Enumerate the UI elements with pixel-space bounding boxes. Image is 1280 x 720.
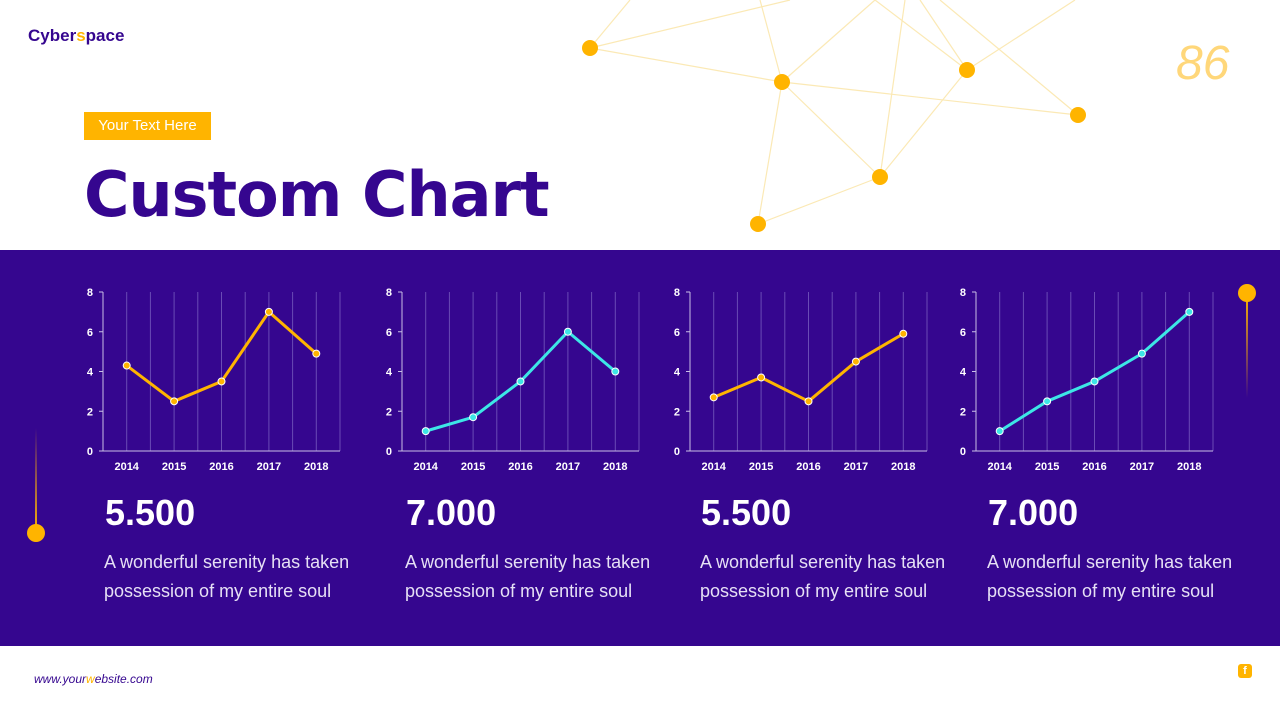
x-tick-label: 2015 (749, 461, 773, 473)
x-tick-label: 2018 (304, 461, 328, 473)
y-tick-label: 8 (960, 287, 966, 299)
x-tick-label: 2015 (1035, 461, 1059, 473)
y-tick-label: 2 (87, 406, 93, 418)
card-text: A wonderful serenity has taken possessio… (700, 552, 946, 601)
x-tick-label: 2015 (162, 461, 186, 473)
data-point (516, 377, 525, 386)
x-tick-label: 2016 (209, 461, 233, 473)
data-point (851, 357, 860, 366)
facebook-icon[interactable]: f (1238, 664, 1252, 678)
x-tick-label: 2016 (796, 461, 820, 473)
card-text: A wonderful serenity has taken possessio… (104, 552, 350, 601)
x-tick-label: 2014 (114, 461, 139, 473)
y-tick-label: 0 (386, 446, 392, 458)
y-tick-label: 6 (386, 327, 392, 339)
line-chart-1: 0 2 4 6 8 2014 2015 2016 2017 2018 (87, 287, 341, 473)
y-tick-label: 4 (87, 367, 94, 379)
x-tick-label: 2018 (891, 461, 915, 473)
data-point (170, 397, 179, 406)
y-tick-label: 0 (960, 446, 966, 458)
y-tick-label: 2 (674, 406, 680, 418)
y-tick-label: 0 (674, 446, 680, 458)
card-value: 5.500 (701, 492, 792, 533)
card-text: A wonderful serenity has taken possessio… (405, 552, 651, 601)
data-point (469, 413, 478, 422)
y-tick-label: 8 (386, 287, 392, 299)
y-tick-label: 8 (674, 287, 680, 299)
x-tick-label: 2017 (1130, 461, 1154, 473)
line-chart-4: 0 2 4 6 8 2014 2015 2016 2017 2018 (960, 287, 1214, 473)
x-tick-label: 2014 (987, 461, 1012, 473)
network-decoration (582, 0, 1086, 232)
x-tick-label: 2014 (413, 461, 438, 473)
y-tick-label: 8 (87, 287, 93, 299)
tag-label: Your Text Here (84, 112, 211, 140)
y-tick-label: 4 (386, 367, 393, 379)
line-chart-3: 0 2 4 6 8 2014 2015 2016 2017 2018 (674, 287, 928, 473)
y-tick-label: 2 (960, 406, 966, 418)
data-point (563, 327, 572, 336)
x-tick-label: 2016 (1082, 461, 1106, 473)
data-point (804, 397, 813, 406)
line-chart-2: 0 2 4 6 8 2014 2015 2016 2017 2018 (386, 287, 640, 473)
x-tick-label: 2018 (603, 461, 627, 473)
data-point (995, 427, 1004, 436)
data-point (217, 377, 226, 386)
y-tick-label: 6 (960, 327, 966, 339)
data-point (264, 307, 273, 316)
y-tick-label: 6 (674, 327, 680, 339)
website-link[interactable]: www.yourwebsite.com (34, 672, 153, 686)
data-point (312, 349, 321, 358)
data-point (1185, 307, 1194, 316)
data-point (899, 329, 908, 338)
x-tick-label: 2017 (556, 461, 580, 473)
content-band (0, 250, 1280, 646)
x-tick-label: 2016 (508, 461, 532, 473)
page-number: 86 (1176, 37, 1230, 90)
x-tick-label: 2014 (701, 461, 726, 473)
data-point (421, 427, 430, 436)
x-tick-label: 2017 (257, 461, 281, 473)
y-tick-label: 2 (386, 406, 392, 418)
x-tick-label: 2017 (844, 461, 868, 473)
card-value: 7.000 (406, 492, 497, 533)
data-point (709, 393, 718, 402)
y-tick-label: 4 (960, 367, 967, 379)
data-point (1090, 377, 1099, 386)
logo: Cyberspace (28, 26, 125, 45)
card-value: 7.000 (988, 492, 1079, 533)
data-point (611, 367, 620, 376)
y-tick-label: 0 (87, 446, 93, 458)
page-title: Custom Chart (84, 158, 550, 231)
card-text: A wonderful serenity has taken possessio… (987, 552, 1233, 601)
x-tick-label: 2018 (1177, 461, 1201, 473)
x-tick-label: 2015 (461, 461, 485, 473)
data-point (122, 361, 131, 370)
card-value: 5.500 (105, 492, 196, 533)
data-point (1043, 397, 1052, 406)
data-point (1137, 349, 1146, 358)
data-point (757, 373, 766, 382)
y-tick-label: 6 (87, 327, 93, 339)
y-tick-label: 4 (674, 367, 681, 379)
